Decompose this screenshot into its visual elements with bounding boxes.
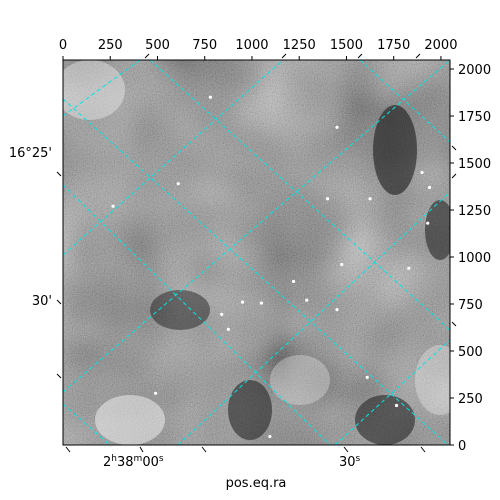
world-axes: 2h38m00s 30s 16°25' 30' pos.eq.ra xyxy=(9,53,457,491)
star-point xyxy=(335,125,339,129)
ra-tick-label: 2h38m00s xyxy=(103,454,164,470)
x-tick-label: 1000 xyxy=(235,38,268,53)
x-tick-label: 2000 xyxy=(424,38,457,53)
dec-tick xyxy=(56,171,62,177)
star-point xyxy=(208,95,212,99)
ra-tick xyxy=(420,446,426,453)
star-point xyxy=(240,300,245,304)
dec-tick xyxy=(56,299,62,305)
wcs-grid xyxy=(63,60,450,445)
grid-line-ra xyxy=(63,60,450,393)
ra-tick xyxy=(343,446,349,453)
x-tick-label: 1750 xyxy=(377,38,410,53)
dec-tick xyxy=(56,373,62,379)
star-point xyxy=(407,266,411,270)
stars xyxy=(111,95,432,439)
x-tick-label: 1500 xyxy=(330,38,363,53)
star-point xyxy=(291,279,296,284)
ra-tick xyxy=(415,53,421,59)
star-point xyxy=(340,262,344,267)
y-tick-label: 1000 xyxy=(458,251,491,266)
x-tick-label: 0 xyxy=(59,38,67,53)
x-tick-label: 500 xyxy=(145,38,170,53)
dark-region xyxy=(355,395,415,445)
y-tick-label: 250 xyxy=(458,392,483,407)
light-region xyxy=(270,355,330,405)
dark-region xyxy=(425,200,450,260)
star-point xyxy=(426,221,430,225)
light-region xyxy=(415,345,450,415)
plot-frame xyxy=(62,59,451,446)
ra-tick xyxy=(357,53,363,59)
star-point xyxy=(325,197,330,201)
grid-line-dec xyxy=(149,60,450,331)
pixel-axes: 0 250 500 750 1000 1250 1500 1750 2000 0 250 500 750… xyxy=(59,38,491,454)
y-tick-label: 1750 xyxy=(458,110,491,125)
light-region xyxy=(63,60,125,120)
star-point xyxy=(259,301,264,305)
star-point xyxy=(220,312,224,316)
x-tick-label: 1250 xyxy=(283,38,316,53)
dec-tick xyxy=(451,321,457,327)
y-tick-label: 1500 xyxy=(458,157,491,172)
star-point xyxy=(226,327,230,331)
y-tick-label: 1250 xyxy=(458,204,491,219)
star-point xyxy=(153,391,158,395)
image-area xyxy=(63,60,450,445)
dec-tick-label: 16°25' xyxy=(9,146,52,161)
grid-line-dec xyxy=(63,184,331,445)
ra-tick xyxy=(139,446,144,453)
y-tick-label: 500 xyxy=(458,345,483,360)
grid-line-dec xyxy=(63,403,111,445)
y-tick-label: 750 xyxy=(458,298,483,313)
light-region xyxy=(95,395,165,445)
star-point xyxy=(365,375,369,379)
x-tick-label: 750 xyxy=(192,38,217,53)
ra-tick xyxy=(281,53,287,59)
star-point xyxy=(268,434,272,439)
star-point xyxy=(420,170,424,175)
dec-tick xyxy=(451,145,457,151)
star-point xyxy=(335,308,339,312)
dec-tick-label: 30' xyxy=(32,294,52,309)
ra-tick xyxy=(65,446,71,453)
grid-line-dec xyxy=(359,60,450,143)
dark-region xyxy=(228,380,272,440)
star-point xyxy=(111,204,115,208)
x-tick-label: 250 xyxy=(98,38,123,53)
star-point xyxy=(176,182,180,186)
star-point xyxy=(394,403,399,408)
y-tick-label: 2000 xyxy=(458,63,491,78)
star-point xyxy=(305,298,309,302)
dec-tick xyxy=(451,173,457,179)
ra-tick-label: 30s xyxy=(339,454,361,470)
star-point xyxy=(427,185,432,190)
ra-tick xyxy=(144,53,150,59)
star-point xyxy=(368,197,372,201)
dark-region xyxy=(373,105,417,195)
y-tick-label: 0 xyxy=(458,439,466,454)
grid-line-ra xyxy=(334,339,450,445)
dark-region xyxy=(150,290,210,330)
grid-line-ra xyxy=(177,191,450,445)
x-axis-title: pos.eq.ra xyxy=(226,476,287,491)
grid-line-dec xyxy=(63,98,449,445)
grid-line-ra xyxy=(63,60,141,117)
ra-tick xyxy=(201,446,207,453)
